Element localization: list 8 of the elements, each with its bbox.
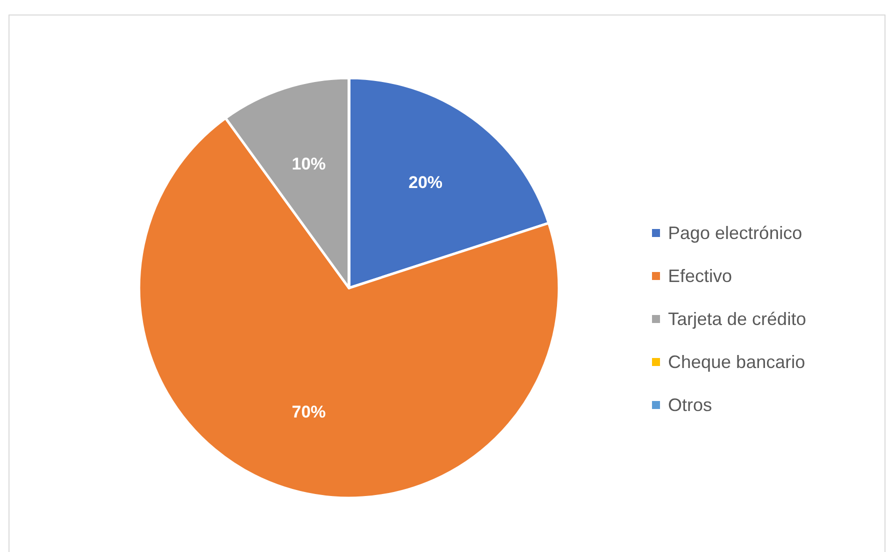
data-label: 10% — [292, 154, 326, 174]
legend-label: Otros — [668, 395, 712, 415]
legend-label: Cheque bancario — [668, 352, 806, 372]
data-label: 20% — [408, 173, 443, 192]
legend-label: Pago electrónico — [668, 223, 802, 243]
legend-label: Efectivo — [668, 266, 732, 286]
legend-label: Tarjeta de crédito — [668, 309, 806, 329]
data-label: 70% — [292, 402, 326, 422]
